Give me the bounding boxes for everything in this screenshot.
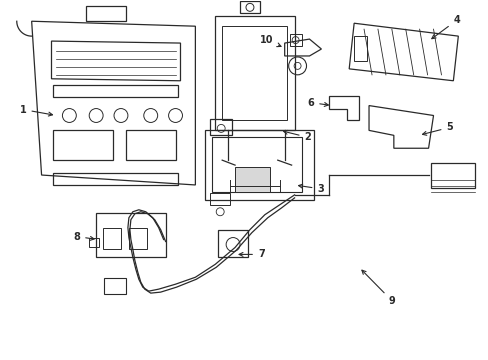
FancyBboxPatch shape: [235, 167, 269, 192]
Text: 8: 8: [73, 231, 94, 242]
Text: 6: 6: [307, 98, 327, 108]
Text: 4: 4: [431, 15, 459, 39]
Text: 2: 2: [283, 130, 311, 142]
Text: 5: 5: [422, 122, 452, 135]
Text: 7: 7: [239, 249, 264, 260]
Text: 10: 10: [259, 35, 281, 46]
Text: 9: 9: [361, 270, 395, 306]
Text: 1: 1: [20, 104, 52, 116]
Text: 3: 3: [298, 184, 324, 194]
